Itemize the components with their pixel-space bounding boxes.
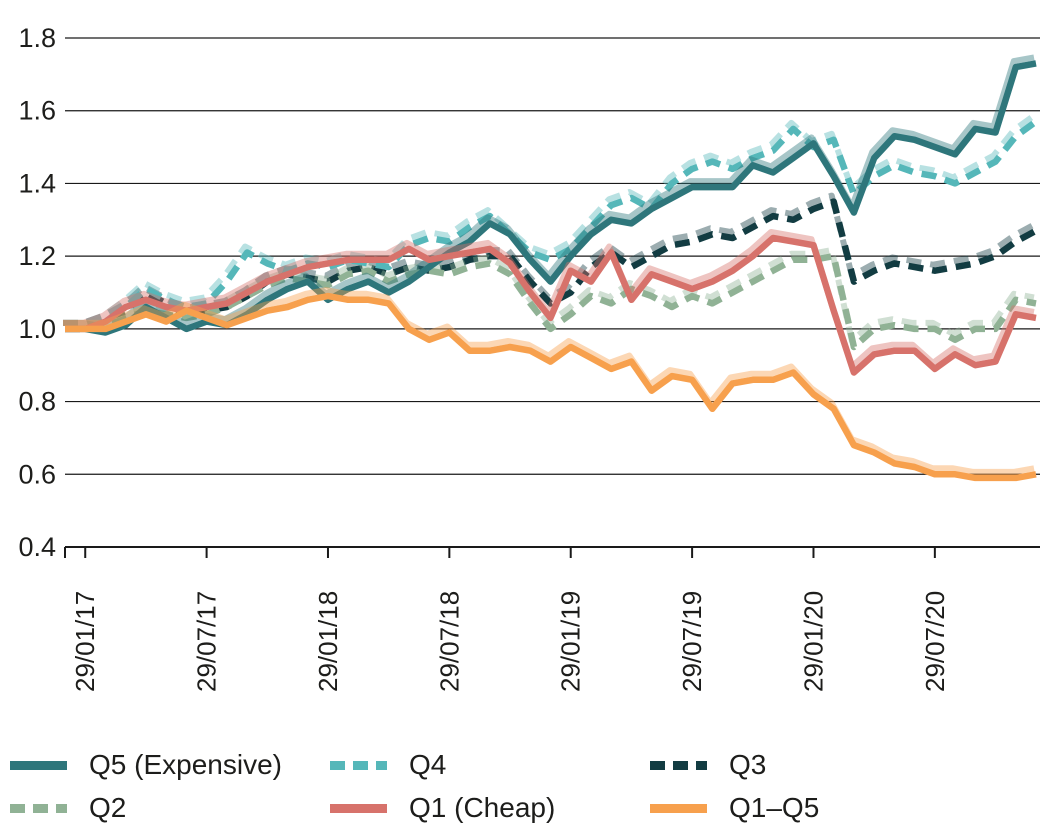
series-line-Q3 [65,198,1038,333]
chart-legend: Q5 (Expensive) Q4 Q3 Q2 Q1 (Cheap) Q1–Q5 [0,736,1055,839]
x-tick-label: 29/07/19 [677,591,707,692]
legend-label-q5: Q5 (Expensive) [89,749,282,780]
legend-item-q1: Q1 (Cheap) [330,791,555,825]
legend-label-q1: Q1 (Cheap) [409,792,556,823]
y-tick-label: 0.8 [18,387,56,417]
y-tick-label: 1.6 [18,96,56,126]
y-tick-label: 1.8 [18,23,56,53]
x-tick-label: 29/01/17 [70,591,100,692]
series-echo-Q5 (Expensive) [63,54,1035,330]
x-tick-label: 29/01/20 [798,591,828,692]
legend-item-q1-minus-q5: Q1–Q5 [650,791,819,825]
x-tick-label: 29/01/19 [556,591,586,692]
legend-item-q4: Q4 [330,748,446,782]
legend-swatch-q4-dashed [330,760,387,770]
series-line-Q1–Q5 [65,292,1037,482]
legend-label-q4: Q4 [409,749,447,780]
y-tick-label: 1.4 [18,168,56,198]
legend-label-q2: Q2 [89,792,127,823]
x-tick-label: 29/07/20 [920,591,950,692]
legend-swatch-q1-solid [330,803,387,813]
x-tick-label: 29/07/18 [434,591,464,692]
x-tick-label: 29/01/18 [313,591,343,692]
legend-item-q5: Q5 (Expensive) [10,748,282,782]
legend-swatch-q3-dashed [650,760,707,770]
series-line-Q2 [65,252,1037,351]
legend-swatch-q2-dashed [10,803,67,813]
y-tick-label: 1.0 [18,314,56,344]
y-tick-label: 1.2 [18,241,56,271]
legend-label-q1-minus-q5: Q1–Q5 [729,792,820,823]
legend-item-q3: Q3 [650,748,766,782]
y-tick-label: 0.6 [18,459,56,489]
legend-swatch-q1-minus-q5-solid [650,803,707,813]
legend-item-q2: Q2 [10,791,126,825]
legend-label-q3: Q3 [729,749,767,780]
legend-swatch-q5-solid [10,760,67,770]
series-echo-Q1–Q5 [63,287,1035,475]
line-chart-canvas: 0.4 0.6 0.8 1.0 1.2 1.4 1.6 1.8 29/01/17 29/07/17… [18,23,1040,692]
series-line-Q1 (Cheap) [65,234,1037,376]
y-tick-label: 0.4 [18,532,56,562]
x-tick-label: 29/07/17 [192,591,222,692]
series-line-Q5 (Expensive) [65,60,1037,336]
